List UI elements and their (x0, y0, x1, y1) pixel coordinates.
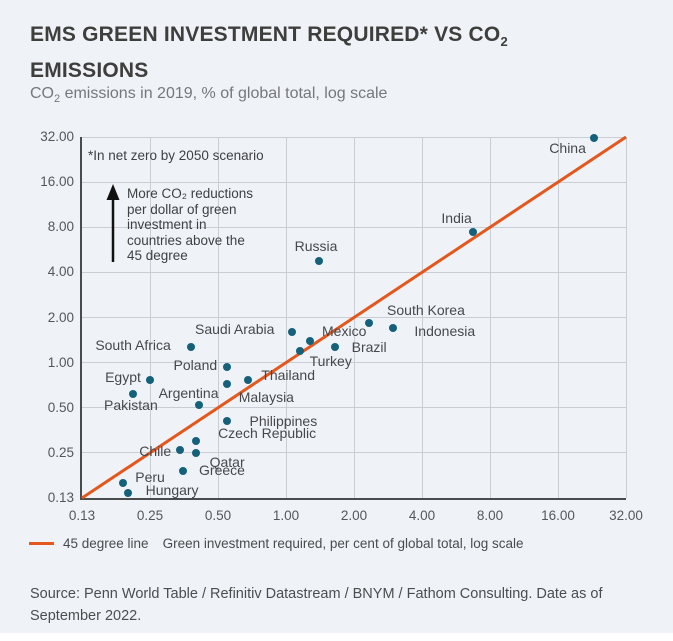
data-point-label: Philippines (249, 412, 318, 429)
x-tick-label: 2.00 (340, 508, 368, 523)
data-point (331, 342, 340, 351)
up-arrow-icon (106, 184, 120, 200)
data-point (146, 375, 154, 384)
data-point-label: South Africa (95, 336, 171, 353)
data-point-label: Indonesia (414, 323, 476, 340)
data-point (119, 478, 128, 487)
x-axis-title: Green investment required, per cent of g… (162, 536, 524, 551)
data-point (223, 380, 232, 388)
data-point (295, 346, 304, 355)
data-point-label: Greece (199, 461, 245, 478)
x-tick-label: 8.00 (476, 508, 504, 523)
x-tick-label: 0.13 (68, 508, 96, 523)
data-point-label: Qatar (209, 453, 245, 470)
data-point-label: Peru (135, 468, 165, 485)
y-tick-label: 1.00 (47, 354, 74, 370)
arrow-annotation-line: 45 degree (127, 248, 188, 263)
data-point-label: Thailand (261, 366, 316, 383)
plot-overlay (81, 135, 627, 500)
legend: 45 degree line Green investment required… (29, 536, 524, 551)
data-point (244, 375, 253, 384)
gridline-horizontal (82, 452, 626, 454)
footnote-annotation: *In net zero by 2050 scenario (88, 148, 264, 163)
arrow-annotation-line: More CO₂ reductions (127, 186, 254, 201)
gridline-horizontal (82, 136, 626, 138)
data-point (468, 228, 477, 237)
legend-line-label: 45 degree line (63, 536, 149, 551)
co2-subscript: 2 (54, 93, 61, 106)
y-tick-label: 4.00 (47, 264, 74, 280)
title-line-1: EMS GREEN INVESTMENT REQUIRED* VS CO2 (30, 23, 508, 50)
co2-subscript: 2 (500, 34, 508, 50)
data-point-label: Egypt (105, 368, 141, 385)
data-point (589, 134, 598, 143)
data-point-label: Argentina (158, 385, 219, 402)
forty-five-degree-line-swatch (29, 542, 54, 545)
arrow-annotation-line: investment in (127, 217, 207, 232)
gridline-horizontal (82, 407, 626, 409)
data-point-label: Czech Republic (218, 425, 317, 441)
data-point (223, 363, 232, 372)
data-point (194, 401, 203, 410)
y-tick-label: 16.00 (40, 174, 74, 190)
data-point-label: China (549, 140, 586, 157)
data-point-label: Hungary (145, 481, 199, 498)
data-point-label: South Korea (387, 301, 465, 318)
data-point (128, 389, 137, 398)
gridline-vertical (625, 137, 627, 498)
gridline-horizontal (82, 181, 626, 183)
x-tick-label: 4.00 (408, 508, 436, 523)
data-point (223, 416, 232, 425)
gridline-horizontal (82, 271, 626, 273)
x-tick-label: 32.00 (609, 508, 643, 523)
data-point-label: Mexico (322, 322, 367, 339)
source-text: Source: Penn World Table / Refinitiv Dat… (30, 585, 603, 624)
y-tick-label: 0.25 (47, 444, 74, 460)
data-point (192, 448, 201, 457)
y-tick-label: 8.00 (47, 219, 74, 235)
arrow-annotation-line: per dollar of green (127, 201, 237, 217)
chart-subtitle: CO2 emissions in 2019, % of global total… (30, 85, 388, 106)
data-point-label: Turkey (309, 352, 352, 369)
data-point (315, 257, 323, 266)
data-point (287, 328, 296, 337)
data-point (124, 488, 133, 497)
x-tick-label: 16.00 (541, 508, 575, 523)
title-line-2: EMISSIONS (30, 59, 149, 83)
gridline-horizontal (82, 362, 626, 364)
page-title: EMS GREEN INVESTMENT REQUIRED* VS CO2 EM… (30, 20, 630, 85)
x-tick-label: 0.25 (136, 508, 164, 523)
y-tick-label: 32.00 (40, 129, 74, 144)
x-tick-label: 1.00 (272, 508, 300, 523)
data-point-label: Chile (139, 443, 172, 460)
y-tick-label: 2.00 (47, 309, 74, 325)
data-point-label: Russia (294, 238, 338, 255)
data-point (192, 437, 201, 445)
data-point (364, 318, 373, 327)
data-point (306, 336, 315, 345)
data-point-label: Poland (173, 357, 218, 374)
forty-five-degree-line (81, 135, 627, 500)
data-point-label: India (441, 210, 472, 227)
plot-box (80, 137, 626, 500)
x-tick-label: 0.50 (204, 508, 232, 523)
data-point-label: Pakistan (104, 396, 158, 413)
data-point (187, 342, 196, 351)
data-point (388, 324, 397, 333)
data-point (179, 466, 187, 475)
arrow-annotation-line: countries above the (127, 232, 245, 248)
data-point-label: Brazil (351, 338, 387, 355)
data-point-label: Saudi Arabia (195, 321, 275, 338)
y-tick-label: 0.50 (47, 399, 74, 415)
y-tick-label: 0.13 (47, 490, 74, 505)
data-point-label: Malaysia (238, 389, 294, 405)
gridline-horizontal (82, 226, 626, 228)
data-point (176, 446, 185, 455)
